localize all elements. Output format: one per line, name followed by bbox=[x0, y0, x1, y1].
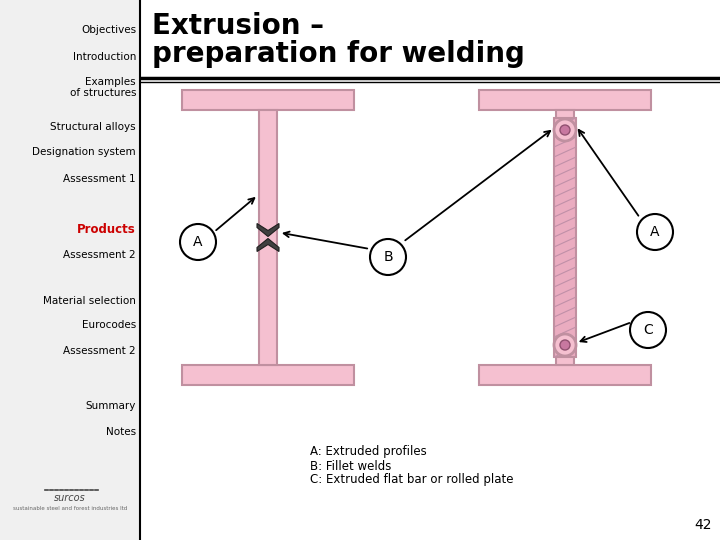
Text: Structural alloys: Structural alloys bbox=[50, 122, 136, 132]
Text: B: B bbox=[383, 250, 393, 264]
Polygon shape bbox=[257, 239, 279, 252]
Text: Introduction: Introduction bbox=[73, 52, 136, 62]
Circle shape bbox=[637, 214, 673, 250]
Text: Designation system: Designation system bbox=[32, 147, 136, 157]
Text: sustainable steel and forest industries ltd: sustainable steel and forest industries … bbox=[13, 505, 127, 510]
Text: Summary: Summary bbox=[86, 401, 136, 411]
Bar bbox=[554, 118, 576, 357]
Bar bbox=[479, 365, 651, 385]
Bar bbox=[479, 90, 651, 110]
Circle shape bbox=[554, 119, 576, 141]
Text: Examples
of structures: Examples of structures bbox=[70, 77, 136, 98]
Bar bbox=[182, 365, 354, 385]
Text: A: Extruded profiles: A: Extruded profiles bbox=[310, 446, 426, 458]
Bar bbox=[182, 90, 354, 110]
Text: Eurocodes: Eurocodes bbox=[82, 320, 136, 330]
Text: Objectives: Objectives bbox=[81, 25, 136, 35]
Text: 42: 42 bbox=[695, 518, 712, 532]
Circle shape bbox=[630, 312, 666, 348]
Circle shape bbox=[180, 224, 216, 260]
Text: Extrusion –: Extrusion – bbox=[152, 12, 324, 40]
Text: A: A bbox=[193, 235, 203, 249]
Circle shape bbox=[554, 334, 576, 356]
Text: C: Extruded flat bar or rolled plate: C: Extruded flat bar or rolled plate bbox=[310, 474, 513, 487]
Text: Assessment 2: Assessment 2 bbox=[63, 346, 136, 356]
Text: preparation for welding: preparation for welding bbox=[152, 40, 525, 68]
Bar bbox=[556, 110, 574, 365]
Circle shape bbox=[560, 340, 570, 350]
Circle shape bbox=[560, 125, 570, 135]
Text: B: Fillet welds: B: Fillet welds bbox=[310, 460, 391, 472]
Polygon shape bbox=[257, 224, 279, 237]
Text: Assessment 1: Assessment 1 bbox=[63, 174, 136, 184]
Bar bbox=[0, 0, 140, 540]
Circle shape bbox=[370, 239, 406, 275]
Text: Material selection: Material selection bbox=[43, 296, 136, 306]
Bar bbox=[259, 110, 277, 365]
Text: C: C bbox=[643, 323, 653, 337]
Text: A: A bbox=[650, 225, 660, 239]
Text: Products: Products bbox=[77, 223, 136, 236]
Text: Assessment 2: Assessment 2 bbox=[63, 250, 136, 260]
Text: surcos: surcos bbox=[54, 493, 86, 503]
Text: Notes: Notes bbox=[106, 427, 136, 437]
